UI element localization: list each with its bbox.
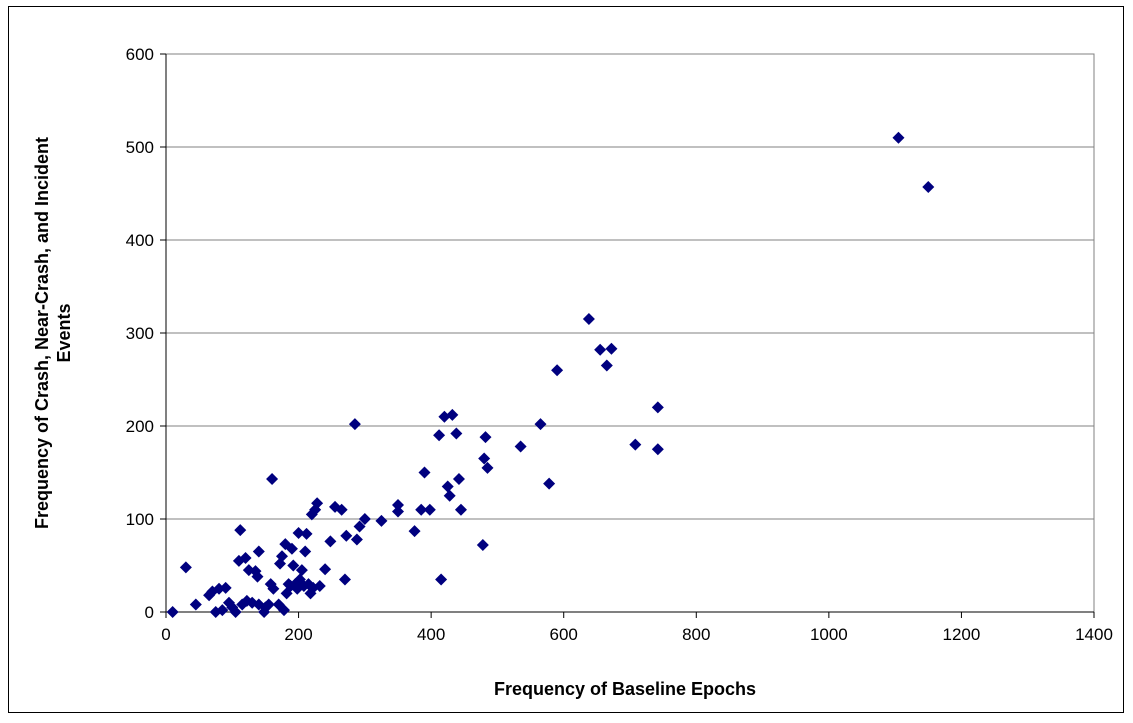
data-point xyxy=(651,443,664,456)
data-point xyxy=(454,503,467,516)
axes xyxy=(160,53,1095,618)
y-tick-label: 300 xyxy=(126,324,154,343)
y-tick-label: 500 xyxy=(126,138,154,157)
data-point xyxy=(295,564,308,577)
data-point xyxy=(438,410,451,423)
data-point xyxy=(179,561,192,574)
data-points xyxy=(166,131,935,618)
y-tick-label: 0 xyxy=(145,603,154,622)
data-point xyxy=(629,438,642,451)
data-point xyxy=(348,418,361,431)
x-tick-label: 1400 xyxy=(1075,625,1113,644)
x-tick-label: 600 xyxy=(550,625,578,644)
data-point xyxy=(922,180,935,193)
data-point xyxy=(433,429,446,442)
data-point xyxy=(267,582,280,595)
tick-labels: 0 200 400 600 800 1000 1200 1400 0 100 200 300 400 50… xyxy=(126,45,1113,644)
x-tick-label: 1000 xyxy=(810,625,848,644)
data-point xyxy=(651,401,664,414)
data-point xyxy=(292,526,305,539)
x-tick-label: 0 xyxy=(161,625,170,644)
data-point xyxy=(551,364,564,377)
data-point xyxy=(219,581,232,594)
data-point xyxy=(285,542,298,555)
x-tick-label: 200 xyxy=(284,625,312,644)
data-point xyxy=(338,573,351,586)
data-point xyxy=(415,503,428,516)
data-point xyxy=(435,573,448,586)
data-point xyxy=(287,559,300,572)
data-point xyxy=(234,524,247,537)
data-point xyxy=(534,418,547,431)
data-point xyxy=(423,503,436,516)
data-point xyxy=(600,359,613,372)
data-point xyxy=(350,533,363,546)
y-tick-label: 600 xyxy=(126,45,154,64)
data-point xyxy=(299,545,312,558)
data-point xyxy=(313,579,326,592)
data-point xyxy=(300,527,313,540)
data-point xyxy=(514,440,527,453)
y-axis-title-line-1: Frequency of Crash, Near-Crash, and Inci… xyxy=(32,137,52,529)
data-point xyxy=(408,525,421,538)
data-point xyxy=(239,552,252,565)
data-point xyxy=(340,529,353,542)
data-point xyxy=(189,598,202,611)
data-point xyxy=(166,606,179,618)
data-point xyxy=(452,473,465,486)
data-point xyxy=(582,313,595,326)
data-point xyxy=(324,535,337,548)
x-axis-title: Frequency of Baseline Epochs xyxy=(494,679,756,699)
data-point xyxy=(605,342,618,355)
data-point xyxy=(266,473,279,486)
data-point xyxy=(479,431,492,444)
data-point xyxy=(450,427,463,440)
x-tick-label: 800 xyxy=(682,625,710,644)
data-point xyxy=(476,539,489,552)
data-point xyxy=(478,452,491,465)
data-point xyxy=(481,461,494,474)
y-tick-label: 200 xyxy=(126,417,154,436)
data-point xyxy=(543,477,556,490)
chart-frame xyxy=(8,6,1124,713)
data-point xyxy=(441,480,454,493)
data-point xyxy=(392,499,404,512)
data-point xyxy=(358,513,371,525)
data-point xyxy=(252,545,265,558)
data-point xyxy=(392,505,404,518)
data-point xyxy=(277,604,290,617)
data-point xyxy=(229,606,242,618)
data-point xyxy=(594,343,607,356)
data-point xyxy=(276,550,288,563)
y-tick-label: 400 xyxy=(126,231,154,250)
x-tick-label: 1200 xyxy=(943,625,981,644)
data-point xyxy=(319,563,332,576)
data-point xyxy=(892,131,905,144)
y-axis-title-line-2: Events xyxy=(54,303,74,362)
x-tick-label: 400 xyxy=(417,625,445,644)
data-point xyxy=(251,570,264,583)
data-point xyxy=(418,466,431,479)
data-point xyxy=(375,514,388,527)
gridlines xyxy=(166,53,1094,520)
data-point xyxy=(446,408,459,421)
y-tick-label: 100 xyxy=(126,510,154,529)
data-point xyxy=(216,604,229,617)
data-point xyxy=(335,503,348,516)
data-point xyxy=(443,489,456,502)
data-point xyxy=(353,520,366,533)
data-point xyxy=(262,598,275,611)
data-point xyxy=(311,497,324,510)
